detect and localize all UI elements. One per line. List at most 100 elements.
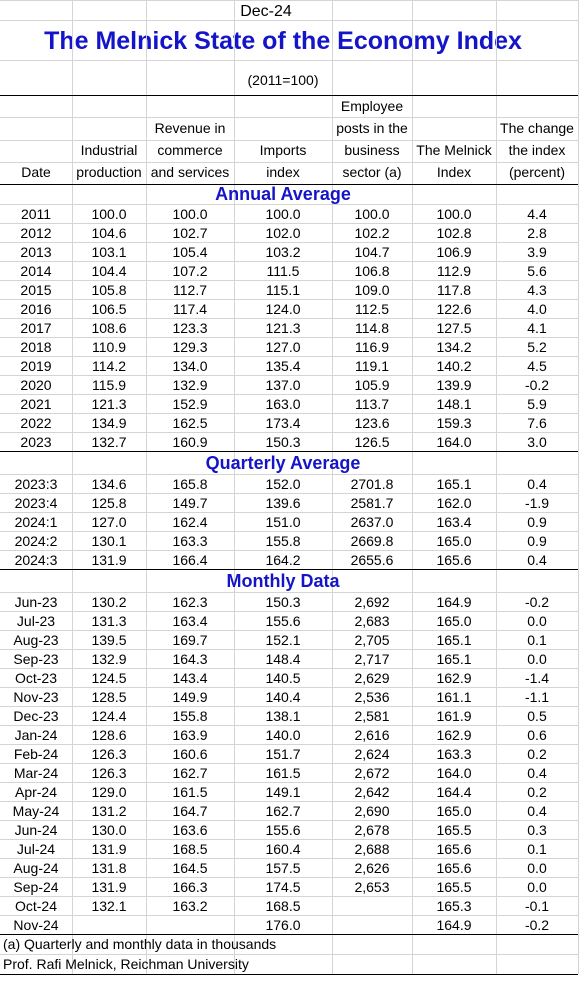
column-header: sector (a)	[342, 164, 402, 180]
row-label: Jul-24	[16, 841, 56, 857]
cell: 100.0	[265, 206, 301, 222]
cell: 143.4	[172, 670, 208, 686]
cell: 164.9	[436, 594, 472, 610]
cell: 148.4	[265, 651, 301, 667]
cell: 115.1	[266, 282, 300, 298]
cell: 165.1	[436, 632, 472, 648]
grid-line	[0, 611, 578, 612]
cell: 104.7	[354, 244, 390, 260]
cell: 2,717	[354, 651, 390, 667]
cell: 152.9	[172, 396, 208, 412]
section-title: Quarterly Average	[205, 452, 361, 473]
grid-line	[0, 687, 578, 688]
cell: 160.4	[265, 841, 301, 857]
cell: 128.5	[91, 689, 127, 705]
row-label: Jul-23	[16, 613, 56, 629]
grid-line	[0, 20, 578, 21]
row-label: Dec-23	[13, 708, 59, 724]
cell: 2,672	[354, 765, 390, 781]
row-label: 2023	[20, 434, 52, 450]
grid-line	[0, 299, 578, 300]
cell: 165.1	[436, 651, 472, 667]
cell: 127.0	[91, 514, 127, 530]
cell: 128.6	[91, 727, 127, 743]
row-label: 2013	[20, 244, 52, 260]
grid-line	[0, 954, 578, 955]
row-label: Aug-23	[13, 632, 59, 648]
row-label: Jun-24	[14, 822, 58, 838]
row-label: 2023:4	[14, 495, 58, 511]
grid-line	[234, 0, 235, 974]
cell: 164.7	[172, 803, 208, 819]
cell: 131.9	[91, 841, 127, 857]
grid-line	[0, 204, 578, 205]
cell: 112.7	[173, 282, 207, 298]
grid-line	[0, 356, 578, 357]
grid-line	[0, 223, 578, 224]
cell: 2,629	[354, 670, 390, 686]
cell: 162.0	[436, 495, 472, 511]
cell: 140.0	[265, 727, 301, 743]
cell: 150.3	[265, 594, 301, 610]
cell: 164.5	[172, 860, 208, 876]
cell: 165.1	[436, 476, 472, 492]
cell: 4.1	[527, 320, 547, 336]
cell: 109.0	[354, 282, 390, 298]
column-header: Imports	[259, 142, 307, 158]
cell: 2,705	[354, 632, 390, 648]
cell: 104.4	[91, 263, 127, 279]
cell: 103.2	[265, 244, 301, 260]
column-header: and services	[150, 164, 230, 180]
grid-line	[0, 782, 578, 783]
cell: 2,536	[354, 689, 390, 705]
cell: 4.3	[527, 282, 547, 298]
grid-line	[0, 432, 578, 433]
column-header: The change	[500, 120, 574, 136]
row-label: 2024:2	[14, 533, 58, 549]
grid-line	[0, 242, 578, 243]
cell: 2.8	[527, 225, 547, 241]
grid-line	[0, 858, 578, 859]
row-label: 2012	[20, 225, 52, 241]
grid-line	[146, 0, 147, 974]
cell: 100.0	[91, 206, 127, 222]
cell: 121.3	[91, 396, 127, 412]
cell: 124.0	[265, 301, 301, 317]
cell: 0.0	[527, 613, 547, 629]
cell: 124.5	[91, 670, 127, 686]
cell: 5.6	[527, 263, 547, 279]
column-header: Revenue in	[154, 120, 226, 136]
cell: 162.3	[172, 594, 208, 610]
cell: 169.7	[172, 632, 208, 648]
cell: 127.0	[265, 339, 301, 355]
cell: 0.0	[527, 651, 547, 667]
cell: 155.6	[265, 613, 301, 629]
column-header: business	[344, 142, 400, 158]
row-label: 2021	[20, 396, 52, 412]
column-header: index	[266, 164, 300, 180]
cell: 134.6	[91, 476, 127, 492]
grid-line	[0, 117, 578, 118]
border-line	[0, 451, 578, 452]
cell: 165.0	[436, 533, 472, 549]
cell: 2,678	[354, 822, 390, 838]
cell: -1.1	[524, 689, 550, 705]
cell: 165.5	[436, 879, 472, 895]
row-label: 2017	[20, 320, 52, 336]
cell: 102.8	[436, 225, 472, 241]
cell: 131.9	[91, 879, 127, 895]
cell: 131.3	[91, 613, 127, 629]
column-header: posts in the	[336, 120, 408, 136]
grid-line	[0, 140, 578, 141]
row-label: Oct-24	[14, 898, 57, 914]
row-label: Jan-24	[14, 727, 58, 743]
cell: 102.2	[354, 225, 390, 241]
cell: 0.5	[527, 708, 547, 724]
cell: 2655.6	[350, 552, 394, 568]
cell: 111.5	[266, 263, 300, 279]
cell: 163.3	[436, 746, 472, 762]
cell: 0.1	[527, 841, 547, 857]
grid-line	[0, 474, 578, 475]
cell: -1.9	[524, 495, 550, 511]
